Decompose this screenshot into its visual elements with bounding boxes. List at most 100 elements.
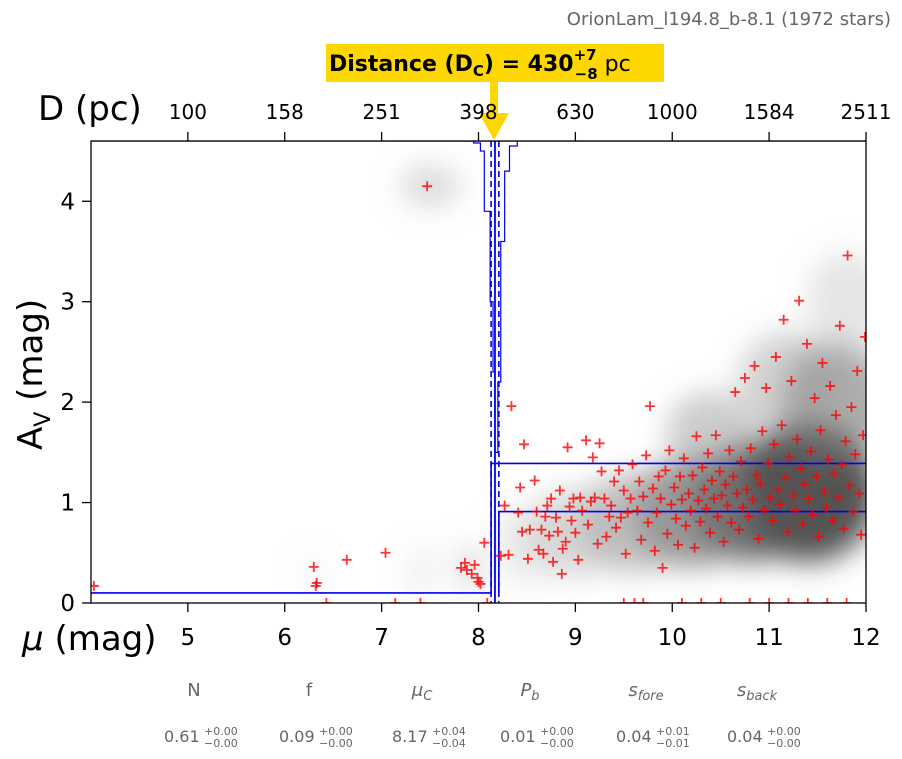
star-marker	[548, 556, 559, 567]
star-marker	[673, 539, 684, 550]
x-tick-label: 11	[754, 625, 783, 651]
star-marker	[788, 490, 799, 501]
star-marker	[627, 459, 638, 470]
star-marker	[522, 553, 533, 564]
star-marker	[618, 598, 629, 603]
parameter-name: μC	[411, 680, 433, 704]
star-marker	[606, 500, 617, 511]
star-marker	[798, 518, 809, 529]
star-marker	[676, 494, 687, 505]
parameter-5: sback 0.04 +0.00−0.00	[727, 680, 801, 750]
star-marker	[469, 559, 480, 570]
y-tick-label: 4	[60, 189, 75, 215]
star-marker	[618, 485, 629, 496]
parameter-name: N	[187, 680, 200, 701]
star-marker	[615, 512, 626, 523]
parameter-name: sback	[737, 680, 778, 704]
star-marker	[778, 314, 789, 325]
star-marker	[620, 548, 631, 559]
star-marker	[850, 449, 861, 460]
star-marker	[678, 453, 689, 464]
star-marker	[708, 493, 719, 504]
star-marker	[792, 434, 803, 445]
star-marker	[718, 536, 729, 547]
star-marker	[856, 529, 866, 540]
star-marker	[701, 503, 712, 514]
star-marker	[422, 181, 433, 192]
star-marker	[629, 598, 640, 603]
star-marker	[761, 383, 772, 394]
star-marker	[764, 598, 775, 603]
parameter-error-down: −0.00	[767, 737, 801, 750]
star-marker	[644, 401, 655, 412]
star-marker	[744, 598, 755, 603]
x-axis-label-symbol: μ	[21, 619, 44, 659]
star-marker	[475, 578, 486, 589]
star-marker	[482, 598, 493, 603]
star-marker	[662, 528, 673, 539]
star-marker	[341, 554, 352, 565]
star-marker	[840, 436, 851, 447]
star-marker	[755, 478, 766, 489]
parameter-error-down: −0.00	[204, 737, 238, 750]
star-marker	[737, 502, 748, 513]
star-marker	[815, 425, 826, 436]
star-marker	[811, 471, 822, 482]
y-axis-label-main: A	[11, 427, 51, 450]
x-tick-label: 9	[568, 625, 583, 651]
star-marker	[91, 580, 99, 591]
parameter-value: 0.01	[500, 727, 536, 746]
star-marker	[499, 500, 510, 511]
star-marker	[807, 509, 818, 520]
star-marker	[724, 445, 735, 456]
star-marker	[813, 531, 824, 542]
star-marker	[834, 320, 845, 331]
star-marker	[842, 250, 853, 261]
star-marker	[705, 527, 716, 538]
parameter-name: f	[306, 680, 313, 701]
top-tick-label: 2511	[841, 100, 892, 124]
banner-sup: +7	[574, 46, 597, 64]
star-marker	[666, 499, 677, 510]
star-marker	[643, 517, 654, 528]
star-marker	[772, 484, 783, 495]
parameter-4: sfore 0.04 +0.01−0.01	[616, 680, 690, 750]
star-marker	[693, 495, 704, 506]
parameter-value: 0.04	[616, 727, 652, 746]
star-marker	[556, 568, 567, 579]
parameter-error-up: +0.04	[432, 725, 466, 738]
star-marker	[817, 357, 828, 368]
star-marker	[554, 485, 565, 496]
star-marker	[660, 465, 671, 476]
star-marker	[860, 331, 866, 342]
star-marker	[790, 505, 801, 516]
star-marker	[581, 435, 592, 446]
star-marker	[552, 526, 563, 537]
star-marker	[529, 475, 540, 486]
star-marker	[542, 500, 553, 511]
star-marker	[540, 511, 551, 522]
star-marker	[747, 494, 758, 505]
parameter-value: 0.61	[164, 727, 200, 746]
star-marker	[503, 549, 514, 560]
star-marker	[822, 598, 833, 603]
y-tick-label: 1	[60, 491, 75, 517]
star-marker	[594, 438, 605, 449]
banner-background	[326, 44, 664, 82]
star-marker	[722, 500, 733, 511]
parameter-error-down: −0.00	[540, 737, 574, 750]
distance-posterior-step	[463, 141, 518, 453]
top-tick-label: 158	[266, 100, 304, 124]
top-tick-label: 1584	[744, 100, 795, 124]
star-marker	[714, 466, 725, 477]
star-marker	[638, 491, 649, 502]
x-tick-label: 7	[374, 625, 389, 651]
star-marker	[647, 483, 658, 494]
star-marker	[517, 526, 528, 537]
star-marker	[657, 562, 668, 573]
star-marker	[782, 526, 793, 537]
star-marker	[784, 452, 795, 463]
parameter-error-down: −0.04	[432, 737, 466, 750]
